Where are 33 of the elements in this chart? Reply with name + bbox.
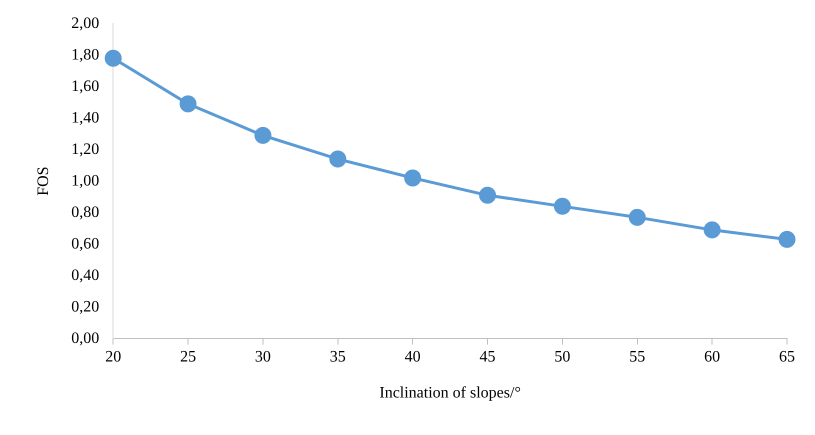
point xyxy=(329,150,346,168)
y-tick-label: 0,40 xyxy=(71,266,100,284)
point xyxy=(404,169,422,186)
y-tick-label: 1,60 xyxy=(71,78,100,95)
point xyxy=(104,50,122,67)
point xyxy=(180,95,197,112)
y-tick-label: 2,00 xyxy=(71,14,100,32)
y-tick-label: 0,60 xyxy=(71,235,100,252)
x-tick-label: 35 xyxy=(330,348,346,366)
x-axis-title: Inclination of slopes/° xyxy=(379,384,521,402)
x-tick-label: 25 xyxy=(180,348,196,366)
y-tick-label: 0,20 xyxy=(71,298,100,316)
x-tick-label: 20 xyxy=(105,348,122,366)
point xyxy=(479,186,496,204)
x-tick-label: 60 xyxy=(704,348,720,366)
y-tick-label: 1,40 xyxy=(71,109,100,126)
point xyxy=(254,126,272,144)
point xyxy=(778,230,796,248)
y-axis-title: FOS xyxy=(34,166,52,196)
x-tick-label: 65 xyxy=(779,348,795,366)
point xyxy=(704,221,721,238)
y-tick-label: 0,00 xyxy=(71,330,100,347)
point xyxy=(554,198,571,215)
x-tick-label: 30 xyxy=(254,348,271,366)
x-tick-label: 40 xyxy=(404,348,421,366)
y-tick-label: 1,80 xyxy=(71,46,100,64)
y-tick-label: 1,00 xyxy=(71,172,100,190)
x-tick-label: 55 xyxy=(629,348,646,366)
y-tick-label: 1,20 xyxy=(71,140,100,158)
x-tick-label: 45 xyxy=(480,348,496,366)
point xyxy=(628,208,646,226)
x-tick-label: 50 xyxy=(554,348,570,366)
y-tick-label: 0,80 xyxy=(71,204,100,221)
